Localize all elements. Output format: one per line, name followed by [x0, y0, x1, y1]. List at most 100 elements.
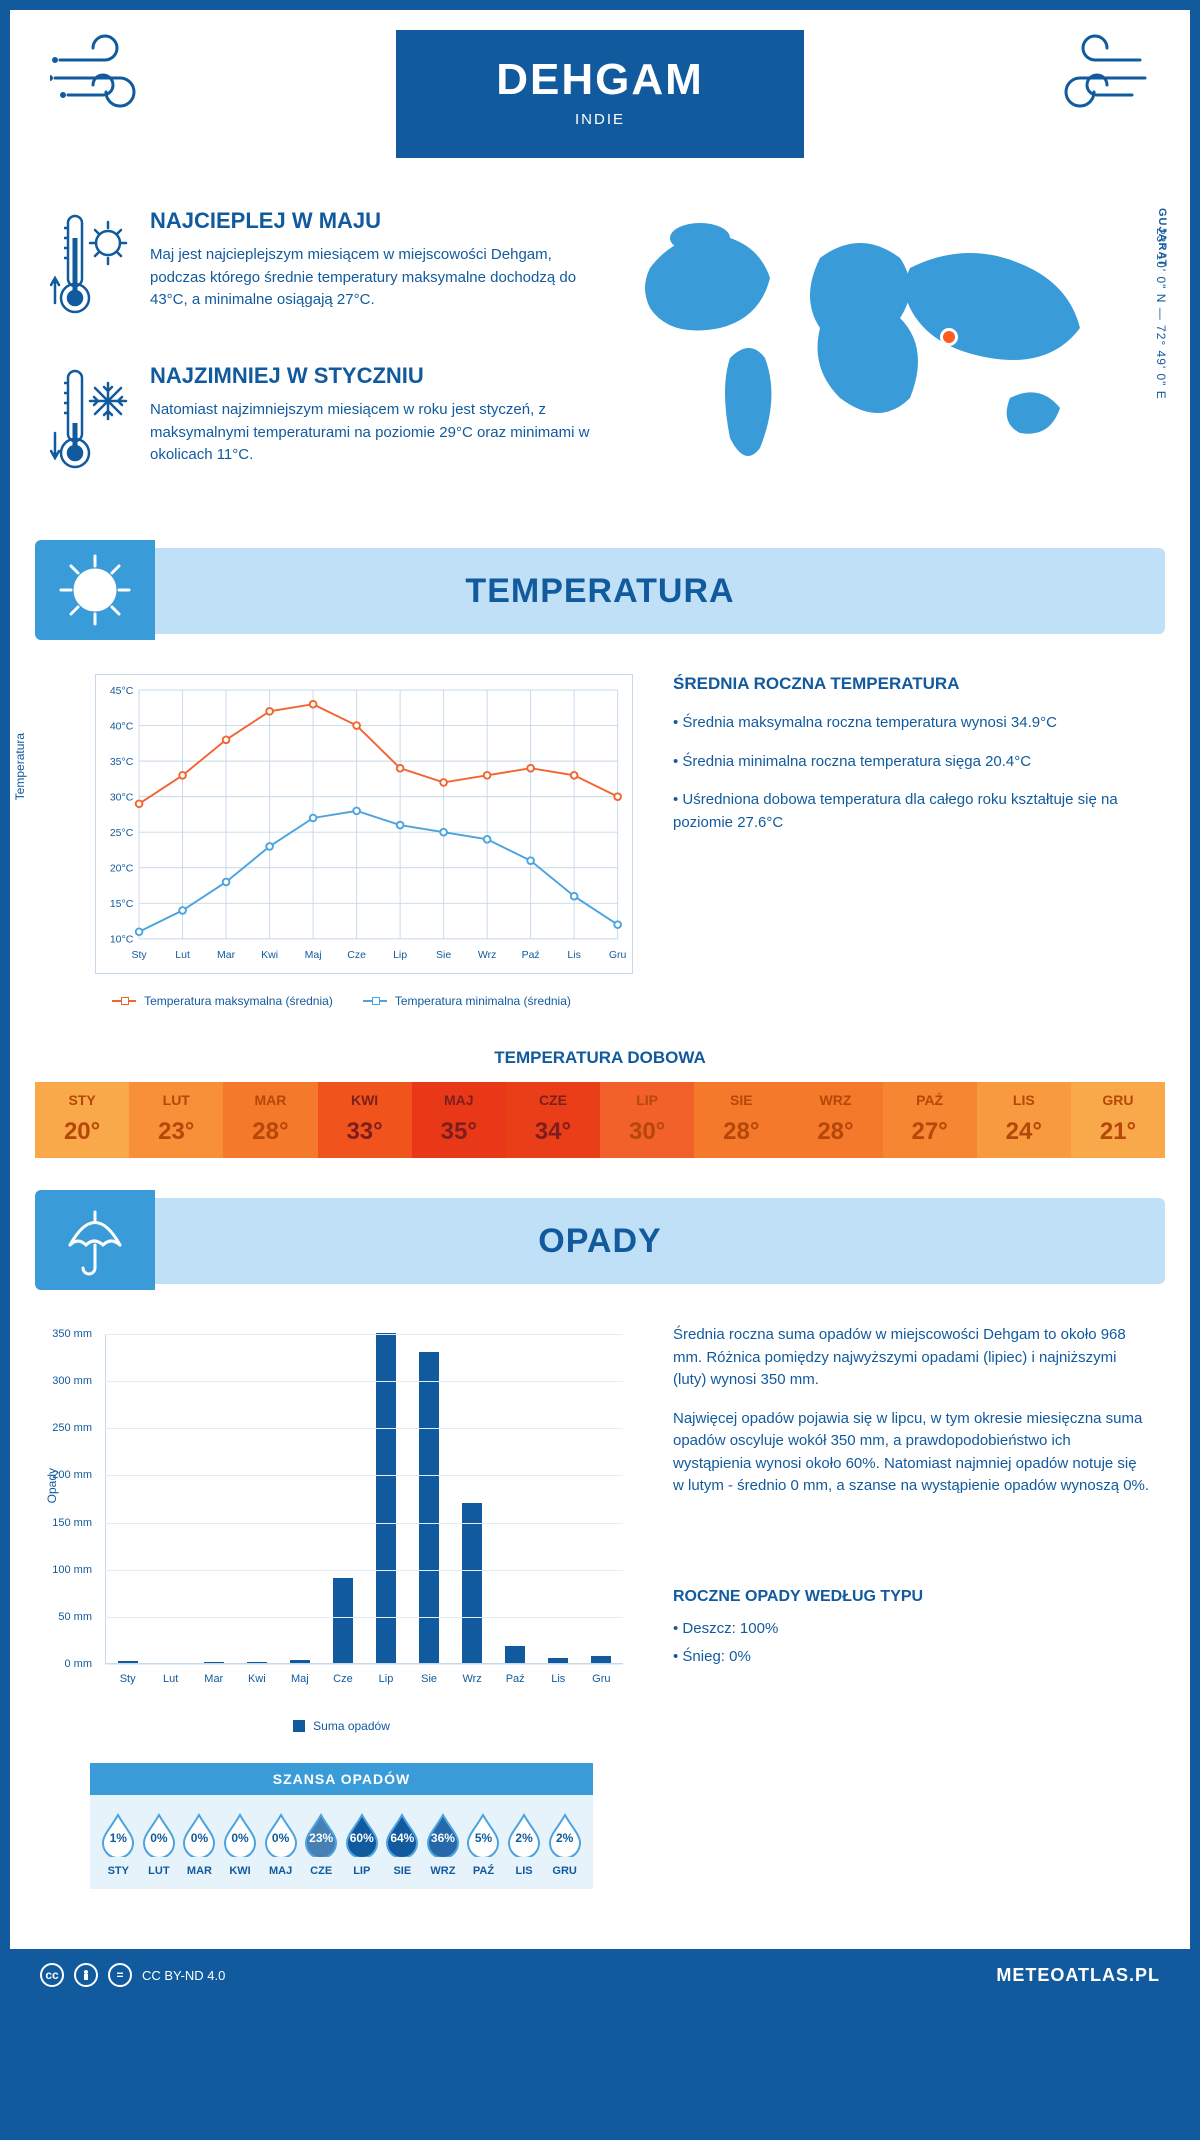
precip-type-title: ROCZNE OPADY WEDŁUG TYPU: [673, 1588, 1150, 1606]
chance-cell: 0% MAJ: [260, 1813, 301, 1877]
license-text: CC BY-ND 4.0: [142, 1968, 225, 1983]
svg-text:30°C: 30°C: [110, 791, 134, 803]
fact-warm-body: Maj jest najcieplejszym miesiącem w miej…: [150, 244, 590, 312]
daily-cell: STY20°: [35, 1082, 129, 1158]
temp-summary-title: ŚREDNIA ROCZNA TEMPERATURA: [673, 674, 1150, 694]
svg-text:Lut: Lut: [175, 949, 190, 961]
header: DEHGAM INDIE: [10, 10, 1190, 158]
chance-cell: 2% LIS: [504, 1813, 545, 1877]
daily-cell: LIS24°: [977, 1082, 1071, 1158]
precip-bar: Gru: [585, 1656, 618, 1663]
precip-chance-box: SZANSA OPADÓW 1% STY 0% LUT 0%: [90, 1763, 593, 1889]
svg-text:15°C: 15°C: [110, 898, 134, 910]
precip-type-item: • Śnieg: 0%: [673, 1646, 1150, 1669]
footer-license: cc = CC BY-ND 4.0: [40, 1963, 225, 1987]
legend-max: Temperatura maksymalna (średnia): [112, 994, 333, 1008]
precipitation-chart: Opady 0 mm50 mm100 mm150 mm200 mm250 mm3…: [50, 1324, 633, 1929]
section-banner-temperature: TEMPERATURA: [35, 548, 1165, 634]
page-title: DEHGAM: [496, 55, 704, 105]
world-map: [610, 208, 1150, 483]
legend-min-label: Temperatura minimalna (średnia): [395, 994, 571, 1008]
section-title-temperature: TEMPERATURA: [465, 572, 734, 611]
legend-precip-label: Suma opadów: [313, 1719, 390, 1733]
nd-icon: =: [108, 1963, 132, 1987]
chance-cell: 0% KWI: [220, 1813, 261, 1877]
thermometer-snow-icon: [50, 363, 130, 478]
footer: cc = CC BY-ND 4.0 METEOATLAS.PL: [10, 1949, 1190, 2001]
temperature-summary: ŚREDNIA ROCZNA TEMPERATURA Średnia maksy…: [673, 674, 1150, 1008]
chance-cell: 36% WRZ: [423, 1813, 464, 1877]
svg-text:Lis: Lis: [567, 949, 580, 961]
fact-warm-title: NAJCIEPLEJ W MAJU: [150, 208, 590, 234]
svg-text:Wrz: Wrz: [478, 949, 497, 961]
intro-map: GUJARAT 23° 10' 0" N — 72° 49' 0" E: [610, 208, 1150, 518]
precipitation-summary: Średnia roczna suma opadów w miejscowośc…: [673, 1324, 1150, 1929]
chance-body: 1% STY 0% LUT 0% MAR 0%: [90, 1795, 593, 1889]
temp-bullets: Średnia maksymalna roczna temperatura wy…: [673, 712, 1150, 834]
page-subtitle: INDIE: [496, 111, 704, 128]
precip-bar: Cze: [326, 1578, 359, 1663]
svg-text:Gru: Gru: [609, 949, 627, 961]
temp-bullet: Uśredniona dobowa temperatura dla całego…: [673, 789, 1150, 834]
daily-cell: MAJ35°: [412, 1082, 506, 1158]
fact-cold-body: Natomiast najzimniejszym miesiącem w rok…: [150, 399, 590, 467]
daily-temp-title: TEMPERATURA DOBOWA: [10, 1048, 1190, 1068]
coords-label: 23° 10' 0" N — 72° 49' 0" E: [1154, 228, 1168, 400]
intro-facts: NAJCIEPLEJ W MAJU Maj jest najcieplejszy…: [50, 208, 590, 518]
daily-cell: LUT23°: [129, 1082, 223, 1158]
temp-line-chart: 10°C15°C20°C25°C30°C35°C40°C45°CStyLutMa…: [95, 674, 633, 974]
precip-bar: Paź: [499, 1646, 532, 1663]
chance-title: SZANSA OPADÓW: [90, 1763, 593, 1795]
map-marker: [940, 328, 958, 346]
legend-min: Temperatura minimalna (średnia): [363, 994, 571, 1008]
umbrella-icon: [35, 1190, 155, 1290]
intro-row: NAJCIEPLEJ W MAJU Maj jest najcieplejszy…: [10, 158, 1190, 548]
wind-icon-left: [50, 30, 160, 120]
temp-ylabel: Temperatura: [13, 732, 27, 799]
chance-cell: 0% MAR: [179, 1813, 220, 1877]
precip-bar: Maj: [283, 1660, 316, 1663]
section-banner-precipitation: OPADY: [35, 1198, 1165, 1284]
sun-icon: [35, 540, 155, 640]
precip-p2: Najwięcej opadów pojawia się w lipcu, w …: [673, 1408, 1150, 1498]
precipitation-chart-row: Opady 0 mm50 mm100 mm150 mm200 mm250 mm3…: [10, 1284, 1190, 1949]
temperature-chart: Temperatura 10°C15°C20°C25°C30°C35°C40°C…: [50, 674, 633, 1008]
legend-precip: Suma opadów: [293, 1719, 390, 1733]
precip-type-list: ROCZNE OPADY WEDŁUG TYPU • Deszcz: 100% •…: [673, 1588, 1150, 1669]
by-icon: [74, 1963, 98, 1987]
svg-text:Lip: Lip: [393, 949, 407, 961]
precip-bar: Lip: [370, 1333, 403, 1663]
svg-text:10°C: 10°C: [110, 934, 134, 946]
precip-bar: Wrz: [456, 1503, 489, 1663]
chance-cell: 2% GRU: [544, 1813, 585, 1877]
svg-text:Paź: Paź: [522, 949, 540, 961]
svg-text:25°C: 25°C: [110, 827, 134, 839]
daily-temp-table: STY20°LUT23°MAR28°KWI33°MAJ35°CZE34°LIP3…: [35, 1082, 1165, 1158]
precip-p1: Średnia roczna suma opadów w miejscowośc…: [673, 1324, 1150, 1392]
chance-cell: 5% PAŹ: [463, 1813, 504, 1877]
fact-warm: NAJCIEPLEJ W MAJU Maj jest najcieplejszy…: [50, 208, 590, 323]
precip-bar: Kwi: [240, 1662, 273, 1663]
fact-cold: NAJZIMNIEJ W STYCZNIU Natomiast najzimni…: [50, 363, 590, 478]
precip-type-item: • Deszcz: 100%: [673, 1618, 1150, 1641]
svg-text:Cze: Cze: [347, 949, 366, 961]
chance-cell: 1% STY: [98, 1813, 139, 1877]
footer-site: METEOATLAS.PL: [996, 1965, 1160, 1986]
daily-cell: LIP30°: [600, 1082, 694, 1158]
svg-text:Sie: Sie: [436, 949, 451, 961]
daily-cell: GRU21°: [1071, 1082, 1165, 1158]
chance-cell: 60% LIP: [341, 1813, 382, 1877]
daily-cell: PAŹ27°: [883, 1082, 977, 1158]
fact-cold-title: NAJZIMNIEJ W STYCZNIU: [150, 363, 590, 389]
svg-text:Kwi: Kwi: [261, 949, 278, 961]
chance-cell: 64% SIE: [382, 1813, 423, 1877]
svg-text:Mar: Mar: [217, 949, 236, 961]
daily-cell: MAR28°: [223, 1082, 317, 1158]
temperature-chart-row: Temperatura 10°C15°C20°C25°C30°C35°C40°C…: [10, 634, 1190, 1028]
section-title-precipitation: OPADY: [538, 1222, 661, 1261]
temp-bullet: Średnia minimalna roczna temperatura się…: [673, 751, 1150, 774]
chance-cell: 0% LUT: [139, 1813, 180, 1877]
legend-max-label: Temperatura maksymalna (średnia): [144, 994, 333, 1008]
daily-cell: SIE28°: [694, 1082, 788, 1158]
thermometer-sun-icon: [50, 208, 130, 323]
